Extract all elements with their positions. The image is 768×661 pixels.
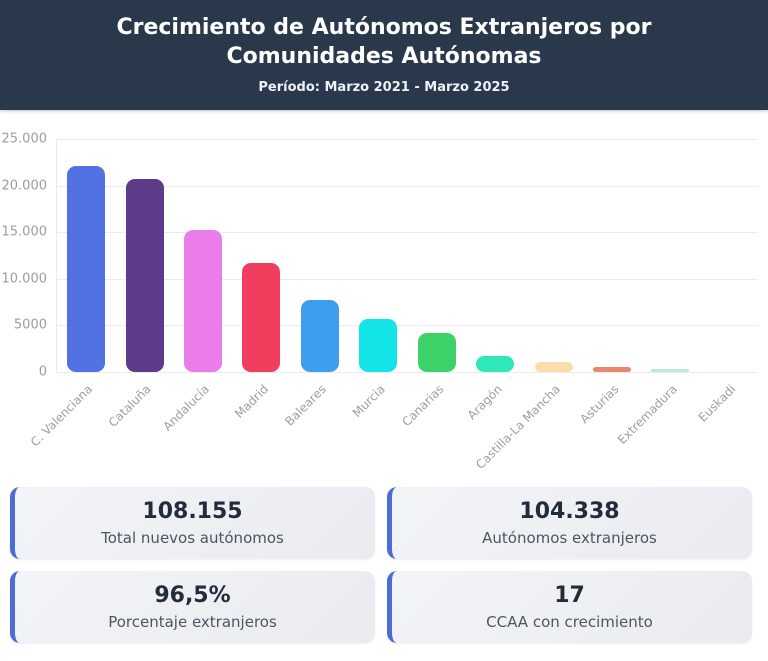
stat-card-autonomos-extranjeros: 104.338 Autónomos extranjeros xyxy=(387,487,752,559)
bar-cataluña[interactable] xyxy=(125,179,164,372)
bar-column xyxy=(466,139,524,372)
y-tick-label: 20.000 xyxy=(1,178,48,194)
bar-asturias[interactable] xyxy=(593,367,631,372)
bar-c-valenciana[interactable] xyxy=(67,166,106,372)
gridline xyxy=(57,372,758,373)
x-tick: Extremadura xyxy=(615,372,700,474)
stat-value: 104.338 xyxy=(519,499,620,524)
page-subtitle: Período: Marzo 2021 - Marzo 2025 xyxy=(258,80,510,95)
gridline xyxy=(57,278,758,280)
bar-baleares[interactable] xyxy=(300,300,339,372)
bar-column xyxy=(408,139,466,372)
x-tick: Euskadi xyxy=(696,372,759,474)
gridline xyxy=(57,325,758,327)
x-tick: Madrid xyxy=(232,372,291,474)
stat-value: 96,5% xyxy=(154,583,231,608)
x-tick-label: Murcia xyxy=(349,382,388,421)
stat-card-ccaa-con-crecimiento: 17 CCAA con crecimiento xyxy=(387,571,752,643)
bar-column xyxy=(232,139,290,372)
gridline xyxy=(57,185,758,187)
x-tick-label: Asturias xyxy=(577,382,622,427)
x-tick: Murcia xyxy=(349,372,408,474)
y-tick-label: 15.000 xyxy=(1,224,48,240)
stat-label: Porcentaje extranjeros xyxy=(108,613,277,631)
bar-extremadura[interactable] xyxy=(651,369,690,372)
y-tick-label: 10.000 xyxy=(1,271,48,287)
x-tick: Canarias xyxy=(399,372,466,474)
x-tick-label: Baleares xyxy=(282,382,330,429)
stat-value: 17 xyxy=(554,583,585,608)
stat-value: 108.155 xyxy=(142,499,243,524)
x-tick: Andalucía xyxy=(161,372,232,474)
stat-card-total-nuevos-autonomos: 108.155 Total nuevos autónomos xyxy=(10,487,375,559)
bar-aragón[interactable] xyxy=(476,356,515,372)
stat-label: Autónomos extranjeros xyxy=(482,529,657,547)
y-tick-label: 5000 xyxy=(13,317,47,333)
y-tick-label: 0 xyxy=(38,364,47,380)
bar-column xyxy=(700,139,758,372)
chart-plot xyxy=(56,139,758,373)
gridline xyxy=(57,232,758,234)
dashboard-page: Crecimiento de Autónomos Extranjeros por… xyxy=(0,0,768,643)
chart-y-axis: 25.000 20.000 15.000 10.000 5000 0 xyxy=(0,132,56,380)
bar-andalucía[interactable] xyxy=(184,230,223,372)
x-tick: C. Valenciana xyxy=(28,372,115,474)
x-tick: Baleares xyxy=(283,372,349,474)
bar-madrid[interactable] xyxy=(242,262,281,372)
bar-chart: 25.000 20.000 15.000 10.000 5000 0 C. Valenci… xyxy=(0,110,768,474)
header: Crecimiento de Autónomos Extranjeros por… xyxy=(0,0,768,110)
stat-label: CCAA con crecimiento xyxy=(486,613,653,631)
bar-murcia[interactable] xyxy=(359,319,398,372)
bar-column xyxy=(641,139,699,372)
gridline xyxy=(57,139,758,140)
bar-castilla-la-mancha[interactable] xyxy=(534,362,573,372)
bar-column xyxy=(57,139,115,372)
bar-canarias[interactable] xyxy=(417,333,456,372)
bar-column xyxy=(291,139,349,372)
page-title: Crecimiento de Autónomos Extranjeros por… xyxy=(116,15,652,69)
x-tick-label: Aragón xyxy=(464,382,505,423)
stats-grid: 108.155 Total nuevos autónomos 104.338 A… xyxy=(10,487,752,643)
chart-plot-wrap: C. Valenciana Cataluña Andalucía Madrid Bale… xyxy=(28,139,759,474)
bar-column xyxy=(583,139,641,372)
x-tick-label: Madrid xyxy=(231,382,271,422)
y-tick-label: 25.000 xyxy=(1,131,48,147)
stat-label: Total nuevos autónomos xyxy=(101,529,284,547)
chart-area: 25.000 20.000 15.000 10.000 5000 0 C. Valenci… xyxy=(0,132,759,474)
x-tick-label: Euskadi xyxy=(695,382,739,425)
bar-column xyxy=(349,139,407,372)
chart-x-axis: C. Valenciana Cataluña Andalucía Madrid Bale… xyxy=(28,372,759,474)
stat-card-porcentaje-extranjeros: 96,5% Porcentaje extranjeros xyxy=(10,571,375,643)
x-tick-label: Canarias xyxy=(399,382,447,430)
x-tick: Castilla-La Mancha xyxy=(473,372,583,474)
bar-column xyxy=(174,139,232,372)
x-tick-label: C. Valenciana xyxy=(27,382,96,450)
bar-column xyxy=(524,139,582,372)
bar-column xyxy=(115,139,173,372)
